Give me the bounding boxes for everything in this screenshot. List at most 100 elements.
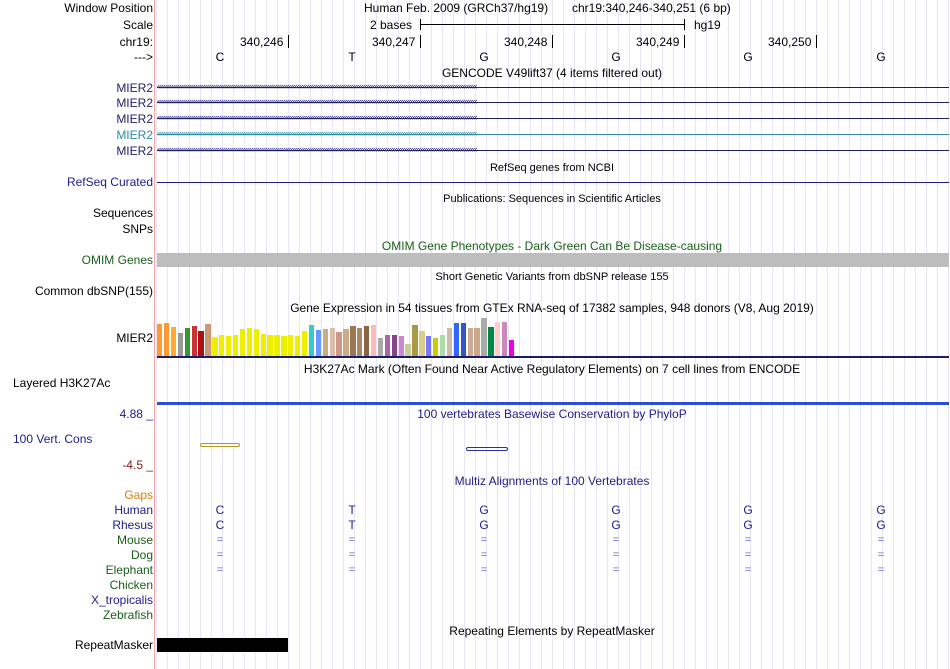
gtex-tissue-bar[interactable] [474, 328, 480, 356]
gtex-tissue-bar[interactable] [453, 323, 460, 356]
gtex-tissue-bar[interactable] [426, 336, 432, 356]
gencode-gene-feature[interactable]: ‹‹‹‹‹‹‹‹‹‹‹‹‹‹‹‹‹‹‹‹‹‹‹‹‹‹‹‹‹‹‹‹‹‹‹‹‹‹‹‹… [157, 144, 949, 154]
gtex-tissue-bar[interactable] [329, 328, 335, 356]
gtex-tissue-bar[interactable] [322, 329, 328, 356]
h3k27ac-label[interactable]: Layered H3K27Ac [13, 376, 111, 390]
gtex-tissue-bar[interactable] [384, 335, 391, 356]
gtex-tissue-bar[interactable] [170, 327, 177, 356]
multiz-track-title: Multiz Alignments of 100 Vertebrates [454, 474, 650, 488]
gtex-tissue-bar[interactable] [398, 336, 404, 356]
gtex-tissue-bar[interactable] [488, 327, 494, 356]
gaps-label[interactable]: Gaps [124, 488, 153, 502]
species-label-elephant[interactable]: Elephant [105, 563, 153, 577]
gtex-tissue-bar[interactable] [212, 337, 218, 356]
species-label-x-tropicalis[interactable]: X_tropicalis [90, 593, 153, 607]
species-label-human[interactable]: Human [114, 503, 153, 517]
gtex-tissue-bar[interactable] [357, 328, 363, 356]
gencode-item-label[interactable]: MIER2 [116, 81, 153, 95]
gtex-tissue-bar[interactable] [191, 326, 197, 356]
mouse-base: = [877, 534, 885, 546]
strand-label[interactable]: ---> [134, 50, 153, 64]
snps-label[interactable]: SNPs [122, 222, 153, 236]
gtex-tissue-bar[interactable] [274, 335, 280, 356]
gtex-tissue-bar[interactable] [412, 325, 418, 356]
gencode-gene-feature[interactable]: ‹‹‹‹‹‹‹‹‹‹‹‹‹‹‹‹‹‹‹‹‹‹‹‹‹‹‹‹‹‹‹‹‹‹‹‹‹‹‹‹… [157, 81, 949, 91]
gencode-item-label[interactable]: MIER2 [116, 112, 153, 126]
gencode-item-label[interactable]: MIER2 [116, 96, 153, 110]
gencode-item-label[interactable]: MIER2 [116, 128, 153, 142]
gtex-tissue-bar[interactable] [364, 326, 370, 356]
species-label-rhesus[interactable]: Rhesus [112, 518, 153, 532]
mouse-base: = [612, 534, 620, 546]
gtex-tissue-bar[interactable] [460, 323, 466, 356]
gencode-track-title: GENCODE V49lift37 (4 items filtered out) [441, 66, 663, 80]
gtex-tissue-bar[interactable] [350, 326, 356, 356]
pubs-track-title: Publications: Sequences in Scientific Ar… [443, 193, 661, 205]
gtex-tissue-bar[interactable] [439, 335, 446, 356]
gtex-tissue-bar[interactable] [308, 325, 315, 356]
phylop-track-title: 100 vertebrates Basewise Conservation by… [417, 407, 687, 421]
gtex-tissue-bar[interactable] [419, 331, 425, 356]
gtex-tissue-bar[interactable] [301, 331, 308, 356]
gtex-tissue-bar[interactable] [343, 329, 349, 356]
species-label-zebrafish[interactable]: Zebrafish [102, 608, 153, 622]
gencode-gene-feature[interactable]: ‹‹‹‹‹‹‹‹‹‹‹‹‹‹‹‹‹‹‹‹‹‹‹‹‹‹‹‹‹‹‹‹‹‹‹‹‹‹‹‹… [157, 96, 949, 106]
gtex-tissue-bar[interactable] [205, 324, 211, 356]
gencode-gene-feature[interactable]: ‹‹‹‹‹‹‹‹‹‹‹‹‹‹‹‹‹‹‹‹‹‹‹‹‹‹‹‹‹‹‹‹‹‹‹‹‹‹‹‹… [157, 112, 949, 122]
gtex-tissue-bar[interactable] [433, 338, 439, 356]
gtex-tissue-bar[interactable] [281, 336, 287, 356]
gtex-tissue-bar[interactable] [253, 329, 259, 356]
omim-label[interactable]: OMIM Genes [81, 253, 153, 267]
scale-db: hg19 [694, 18, 721, 32]
coord-tick-label: 340,249 [636, 35, 680, 49]
gtex-tissue-bar[interactable] [246, 328, 253, 356]
repeatmasker-element[interactable] [157, 638, 288, 652]
gtex-tissue-bar[interactable] [157, 324, 163, 356]
elephant-base: = [877, 564, 885, 576]
gtex-tissue-bar[interactable] [184, 328, 190, 356]
gtex-tissue-bar[interactable] [467, 328, 473, 356]
gtex-gene-label[interactable]: MIER2 [116, 331, 153, 345]
gtex-tissue-bar[interactable] [370, 325, 377, 356]
sequences-label[interactable]: Sequences [92, 206, 153, 220]
gtex-tissue-bar[interactable] [198, 331, 204, 356]
gtex-tissue-bar[interactable] [219, 335, 225, 356]
gtex-tissue-bar[interactable] [405, 344, 411, 356]
species-label-chicken[interactable]: Chicken [109, 578, 153, 592]
ref-base: G [611, 50, 621, 64]
gtex-tissue-bar[interactable] [163, 323, 170, 356]
phylop-track-label[interactable]: 100 Vert. Cons [13, 432, 93, 446]
gtex-tissue-bar[interactable] [239, 329, 246, 356]
gtex-tissue-bar[interactable] [336, 332, 342, 356]
gtex-tissue-bar[interactable] [391, 335, 397, 356]
gtex-tissue-bar[interactable] [226, 336, 232, 356]
gtex-tissue-bar[interactable] [232, 335, 239, 356]
human-base: C [215, 503, 225, 517]
gtex-tissue-bar[interactable] [315, 330, 322, 356]
gtex-tissue-bar[interactable] [481, 318, 487, 356]
gtex-tissue-bar[interactable] [446, 328, 453, 356]
refseq-gene-line[interactable] [157, 182, 949, 183]
gtex-tissue-bar[interactable] [267, 335, 273, 356]
position-readout: chr19:340,246-340,251 (6 bp) [572, 1, 731, 15]
common-dbsnp-label[interactable]: Common dbSNP(155) [34, 284, 153, 298]
gencode-item-label[interactable]: MIER2 [116, 144, 153, 158]
gtex-tissue-bar[interactable] [295, 336, 301, 356]
species-label-mouse[interactable]: Mouse [116, 533, 153, 547]
gtex-tissue-bar[interactable] [495, 322, 501, 356]
gtex-tissue-bar[interactable] [177, 333, 184, 356]
gtex-tissue-bar[interactable] [508, 340, 515, 356]
dog-base: = [216, 549, 224, 561]
gtex-tissue-bar[interactable] [502, 322, 508, 356]
species-label-dog[interactable]: Dog [130, 548, 153, 562]
gtex-bar-chart[interactable] [157, 318, 557, 356]
rmsk-track-title: Repeating Elements by RepeatMasker [449, 624, 655, 638]
repeatmasker-label[interactable]: RepeatMasker [74, 638, 153, 652]
gencode-gene-feature[interactable]: ‹‹‹‹‹‹‹‹‹‹‹‹‹‹‹‹‹‹‹‹‹‹‹‹‹‹‹‹‹‹‹‹‹‹‹‹‹‹‹‹… [157, 128, 949, 138]
gtex-tissue-bar[interactable] [377, 338, 384, 356]
gtex-tissue-bar[interactable] [288, 335, 294, 356]
omim-gene-bar[interactable] [157, 253, 949, 267]
refseq-label[interactable]: RefSeq Curated [66, 175, 153, 189]
gtex-tissue-bar[interactable] [260, 334, 266, 356]
dog-base: = [480, 549, 488, 561]
